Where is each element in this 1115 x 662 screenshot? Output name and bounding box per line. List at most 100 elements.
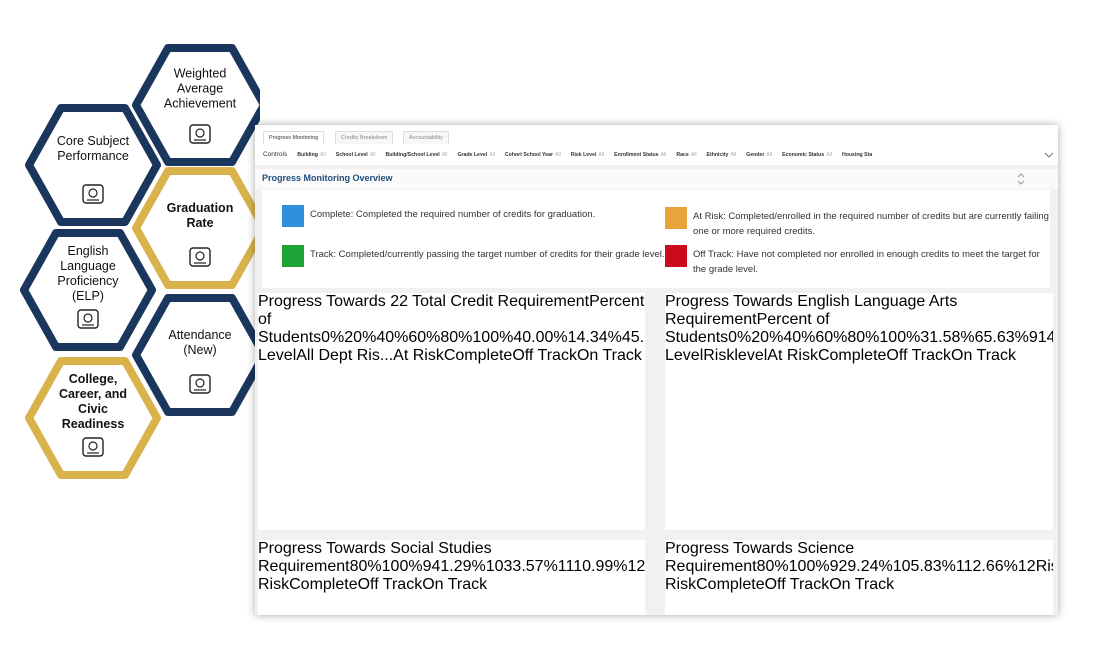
- chart-title: Progress Towards 22 Total Credit Require…: [258, 293, 590, 310]
- hexagon-icon: [77, 309, 99, 329]
- chart-panel: Progress Towards Social Studies Requirem…: [258, 540, 645, 615]
- definitions-card: Complete: Completed the required number …: [262, 190, 1050, 288]
- data-label: 40.00%: [513, 329, 568, 346]
- filter[interactable]: Housing Sta: [842, 149, 872, 161]
- filter-value: All: [319, 152, 326, 158]
- legend-label: Off Track: [357, 576, 423, 593]
- tab[interactable]: Credits Breakdown: [335, 131, 394, 144]
- hexagon-label: Core Subject Performance: [56, 134, 130, 163]
- icon-shape: [82, 184, 104, 204]
- hexagon-label: Attendance (New): [168, 328, 232, 357]
- hexagon-label: Graduation Rate: [166, 201, 234, 230]
- filter[interactable]: Enrollment Status All: [614, 149, 666, 161]
- legend-label: On Track: [422, 576, 488, 593]
- x-tick-label: 9: [829, 558, 839, 575]
- legend-label: At Risk: [665, 576, 697, 593]
- chart: Progress Towards 22 Total Credit Require…: [258, 293, 645, 364]
- hexagon: [25, 104, 161, 226]
- icon-shape: [189, 247, 211, 267]
- filter[interactable]: Ethnicity All: [707, 149, 737, 161]
- filter[interactable]: School Level All: [336, 149, 376, 161]
- x-tick-label: 10: [485, 558, 504, 575]
- definition-text: Track: Completed/currently passing the t…: [310, 249, 665, 260]
- filter[interactable]: Economic Status All: [782, 149, 832, 161]
- hexagon-group: [20, 44, 260, 479]
- legend-swatch: [282, 205, 304, 227]
- filter-name: Gender: [746, 152, 765, 158]
- filter-value: All: [489, 152, 495, 158]
- legend-swatch: [665, 245, 687, 267]
- y-tick-label: 80%: [756, 558, 789, 575]
- overview-header: Progress Monitoring Overview: [255, 169, 1058, 189]
- filter-name: Race: [676, 152, 689, 158]
- legend-label: Off Track: [512, 347, 577, 364]
- data-label: 33.57%: [503, 558, 558, 575]
- y-tick-label: 100%: [788, 558, 830, 575]
- x-tick-label: 12: [627, 558, 645, 575]
- chart-title: Progress Towards Science Requirement: [665, 540, 855, 575]
- y-tick-label: 100%: [381, 558, 423, 575]
- tab[interactable]: Accountability: [403, 131, 449, 144]
- filter[interactable]: Race All: [676, 149, 696, 161]
- chart-panel: Progress Towards 22 Total Credit Require…: [258, 293, 645, 530]
- expand-chevron[interactable]: [1044, 151, 1054, 159]
- hexagon-icon: [189, 124, 211, 144]
- filter[interactable]: Risk Level All: [571, 149, 604, 161]
- sort-icon[interactable]: [1017, 171, 1025, 187]
- legend-label: Complete: [817, 347, 887, 364]
- legend-label: At Risk: [393, 347, 444, 364]
- legend-swatch: [282, 245, 304, 267]
- data-label: 29.24%: [838, 558, 893, 575]
- x-tick-label: 12: [1017, 558, 1036, 575]
- filter-value: All: [441, 152, 448, 158]
- icon-shape: [195, 128, 205, 138]
- y-axis-label: Percent of Students: [258, 293, 645, 346]
- legend-title: Risklevel: [1035, 558, 1053, 575]
- filter[interactable]: Cohort School Year All: [505, 149, 561, 161]
- data-label: 41.29%: [431, 558, 486, 575]
- x-tick-label: 9: [422, 558, 432, 575]
- filter-name: Grade Level: [457, 152, 488, 158]
- filter-name: Building: [297, 152, 318, 158]
- icon-shape: [195, 251, 205, 261]
- icon-shape: [189, 124, 211, 144]
- filter-name: Building/School Level: [385, 152, 440, 158]
- legend-label: On Track: [576, 347, 642, 364]
- legend-label: Off Track: [886, 347, 952, 364]
- y-tick-label: 60%: [815, 329, 848, 346]
- hexagon: [20, 229, 156, 351]
- definition-text: Off Track: Have not completed nor enroll…: [693, 249, 1040, 275]
- data-label: 31.58%: [920, 329, 975, 346]
- legend-title: All Dept Ris...: [296, 347, 394, 364]
- tab[interactable]: Progress Monitoring: [263, 131, 325, 144]
- y-tick-label: 20%: [751, 329, 784, 346]
- legend-title: Risklevel: [703, 347, 768, 364]
- legend-label: Complete: [443, 347, 513, 364]
- hexagon: [25, 357, 161, 479]
- x-axis-label: Grade Level: [665, 347, 704, 364]
- icon-shape: [82, 437, 104, 457]
- icon-shape: [195, 378, 205, 388]
- legend-label: At Risk: [767, 347, 818, 364]
- filter[interactable]: Building All: [297, 149, 326, 161]
- x-tick-label: 9: [1028, 329, 1038, 346]
- filter-name: Ethnicity: [706, 152, 729, 158]
- filter-value: All: [554, 152, 561, 158]
- y-tick-label: 40%: [783, 329, 816, 346]
- chart: Progress Towards Science Requirement80%1…: [665, 540, 1053, 593]
- icon-shape: [88, 188, 98, 198]
- filter-name: Cohort School Year: [504, 152, 553, 158]
- data-label: 14.34%: [567, 329, 622, 346]
- filter[interactable]: Grade Level All: [457, 149, 494, 161]
- chart-title: Progress Towards Social Studies Requirem…: [258, 540, 492, 575]
- filter-name: School Level: [335, 152, 368, 158]
- data-label: 65.63%: [974, 329, 1029, 346]
- filter[interactable]: Gender All: [746, 149, 772, 161]
- hexagon-label: College, Career, and Civic Readiness: [58, 372, 128, 431]
- x-tick-label: 11: [557, 558, 574, 575]
- legend-label: Off Track: [764, 576, 830, 593]
- filter[interactable]: Building/School Level All: [386, 149, 448, 161]
- y-tick-label: 40%: [376, 329, 409, 346]
- hexagon-icon: [189, 374, 211, 394]
